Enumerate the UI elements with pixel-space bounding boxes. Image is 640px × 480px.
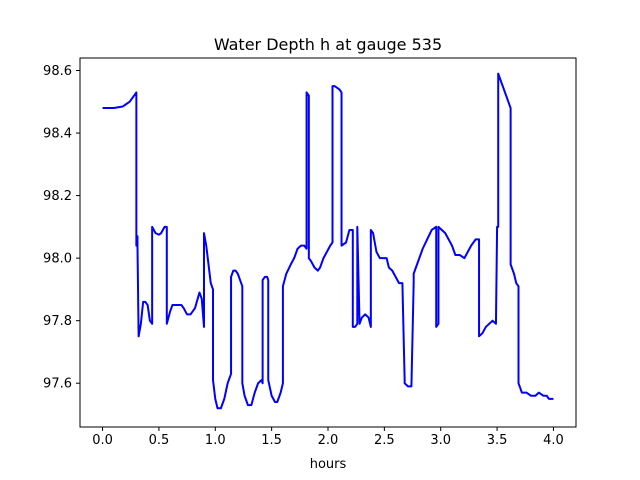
x-tick-label: 3.5 [487, 433, 508, 448]
y-tick-label: 98.0 [43, 252, 72, 267]
x-tick-label: 1.0 [205, 433, 226, 448]
x-tick-label: 1.5 [261, 433, 282, 448]
y-tick-label: 98.4 [43, 127, 72, 142]
series-line-0 [102, 72, 554, 410]
plot-area: 0.0 0.5 1.0 1.5 2.0 2.5 3.0 3.5 4.0 97.6 97.8 98.0… [43, 57, 577, 448]
y-tick-label: 97.6 [43, 377, 72, 392]
x-tick-label: 4.0 [543, 433, 564, 448]
y-tick-label: 97.8 [43, 314, 72, 329]
x-tick-label: 2.0 [318, 433, 339, 448]
chart-title: Water Depth h at gauge 535 [214, 35, 442, 54]
x-axis: 0.0 0.5 1.0 1.5 2.0 2.5 3.0 3.5 4.0 [92, 427, 564, 448]
x-tick-label: 2.5 [374, 433, 395, 448]
x-tick-label: 0.0 [92, 433, 113, 448]
x-tick-label: 0.5 [149, 433, 170, 448]
series-layer [102, 72, 554, 410]
x-axis-label: hours [310, 457, 347, 472]
y-axis: 97.6 97.8 98.0 98.2 98.4 98.6 [43, 64, 80, 392]
y-tick-label: 98.2 [43, 189, 72, 204]
x-tick-label: 3.0 [430, 433, 451, 448]
y-tick-label: 98.6 [43, 64, 72, 79]
